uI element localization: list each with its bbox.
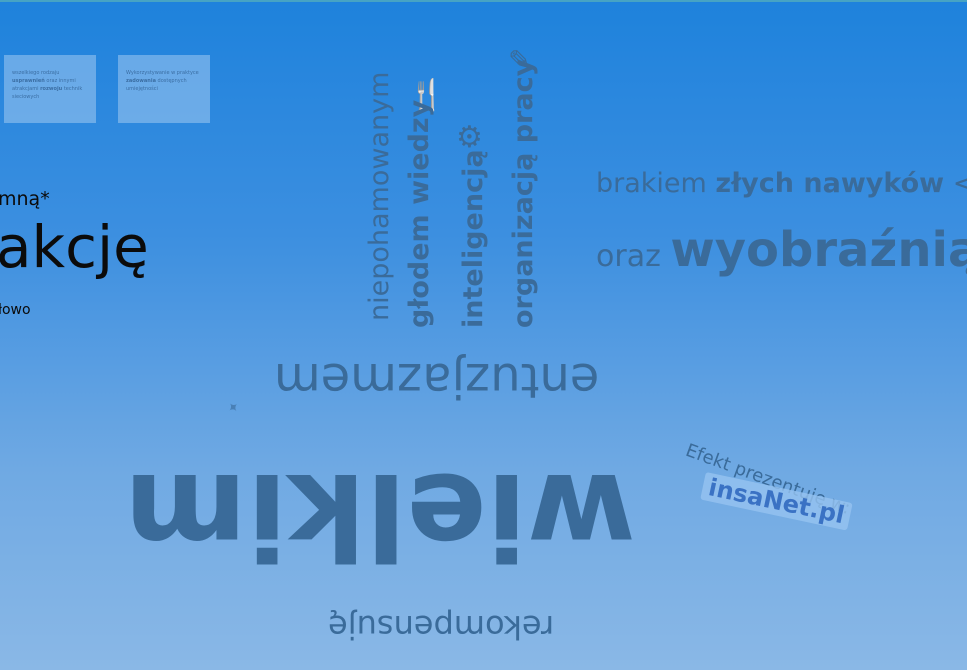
word-niepohamowanym: niepohamowanym — [364, 72, 395, 322]
left-fragment-line1: mną* — [0, 188, 50, 210]
word-inteligencja: inteligencją — [458, 149, 489, 328]
vertical-group-wiedza: 🍴 głodem wiedzy — [404, 78, 445, 328]
info-card-2: Wykorzystywanie w praktyce zadowania dos… — [118, 55, 210, 123]
left-fragment-line3: łowo — [0, 302, 31, 318]
word-entuzjazmem: entuzjazmem — [274, 352, 600, 408]
edit-icon: ✎ — [508, 44, 532, 77]
left-fragment-line2: akcję — [0, 213, 149, 281]
top-accent-line — [0, 0, 967, 2]
info-card-1: wszelkiego rodzaju usprawnień oraz innym… — [4, 55, 96, 123]
sparkle-icon: ✦ — [224, 398, 244, 418]
word-rekompensuje: rekompensuję — [328, 608, 555, 646]
code-icon: </> — [952, 168, 967, 199]
vertical-group-inteligencja: ⚙ inteligencją — [456, 120, 492, 328]
word-organizacja-pracy: organizacją pracy — [508, 58, 539, 328]
phrase-oraz: oraz wyobraźnią 🪄 — [596, 222, 967, 278]
phrase-brakiem: brakiem złych nawyków </> — [596, 168, 967, 199]
word-wielkim: wielkim — [124, 447, 636, 585]
word-glodem-wiedzy: głodem wiedzy — [404, 99, 435, 328]
vertical-group-organizacja: ✎ organizacją pracy — [506, 44, 542, 328]
cogs-icon: ⚙ — [456, 120, 483, 155]
fork-knife-icon: 🍴 — [408, 78, 446, 113]
